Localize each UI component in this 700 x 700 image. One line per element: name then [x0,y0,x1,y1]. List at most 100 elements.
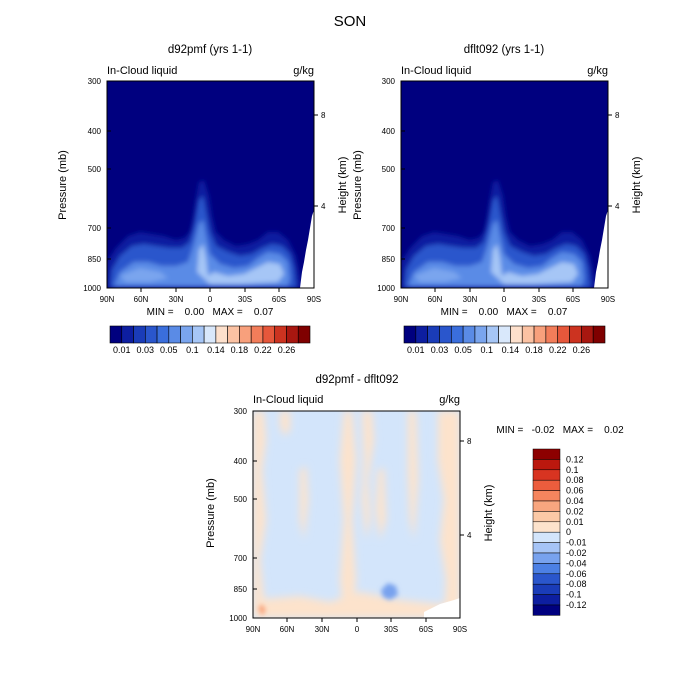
colorbar: 0.01 0.03 0.05 0.1 0.14 0.18 0.22 0.26 [109,325,311,355]
colorbar-swatch [239,325,252,344]
y-axis-label: Pressure (mb) [205,478,217,548]
tick-label: 30S [238,295,252,304]
colorbar-swatch [532,563,561,575]
tick-label: 500 [382,165,396,174]
colorbar-swatch [532,511,561,523]
colorbar-label: 0.22 [549,345,567,355]
colorbar-swatch [227,325,240,344]
colorbar-label: -0.08 [566,579,587,589]
colorbar-swatch [415,325,428,344]
colorbar-swatch [532,479,561,491]
tick-label: 4 [467,531,472,540]
panel-subtitle-left: In-Cloud liquid [107,65,177,77]
colorbar-swatch [532,448,561,460]
colorbar-swatch [532,500,561,512]
colorbar-swatch [532,594,561,606]
colorbar-label: -0.12 [566,600,587,610]
panel-title: d92pmf (yrs 1-1) [168,44,253,56]
y-axis-left: 300 400 500 700 850 1000 [229,407,247,623]
heatmap-field [107,81,314,288]
tick-label: 700 [88,224,102,233]
colorbar-label: 0.05 [160,345,178,355]
colorbar-swatch [474,325,488,344]
heatmap-field [253,411,460,618]
heatmap-field [401,81,608,288]
colorbar-label: 0.12 [566,454,584,464]
colorbar-swatch [532,490,561,502]
x-axis: 90N 60N 30N 0 30S 60S 90S [394,295,615,304]
colorbar-label: 0.02 [566,506,584,516]
colorbar-label: -0.01 [566,538,587,548]
panel-units-label: g/kg [293,65,314,77]
tick-label: 60S [272,295,286,304]
colorbar-swatch [192,325,205,344]
colorbar-label: 0.01 [566,517,584,527]
tick-label: 8 [467,437,472,446]
tick-label: 30N [169,295,184,304]
panel-title: d92pmf - dflt092 [315,374,398,386]
colorbar-swatch [592,325,606,344]
colorbar-swatch [581,325,594,344]
colorbar-label: 0.01 [113,345,131,355]
colorbar-label: 0.22 [254,345,272,355]
tick-label: 30N [463,295,478,304]
y2-axis-label: Height (km) [631,157,643,214]
tick-label: 60S [566,295,580,304]
colorbar-swatch [286,325,299,344]
tick-label: 0 [208,295,213,304]
colorbar: 0.120.10.080.060.040.020.010-0.01-0.02-0… [532,448,587,616]
colorbar-label: -0.04 [566,558,587,568]
colorbar-label: 0.1 [186,345,199,355]
colorbar-swatch [532,542,561,554]
colorbar-label: 0.03 [137,345,155,355]
colorbar-swatch [557,325,570,344]
colorbar-label: -0.1 [566,590,582,600]
colorbar-label: -0.02 [566,548,587,558]
panel-units-label: g/kg [587,65,608,77]
colorbar-label: 0 [566,527,571,537]
colorbar-label: 0.26 [278,345,296,355]
colorbar-swatch [545,325,559,344]
colorbar-label: 0.06 [566,486,584,496]
min-max-stats: MIN = 0.00 MAX = 0.07 [147,307,274,318]
colorbar-label: 0.05 [454,345,472,355]
tick-label: 4 [321,202,326,211]
tick-label: 400 [382,127,396,136]
colorbar-swatch [439,325,452,344]
colorbar-swatch [297,325,311,344]
tick-label: 1000 [229,614,247,623]
min-max-stats: MIN = -0.02 MAX = 0.02 [496,425,624,436]
x-axis: 90N 60N 30N 0 30S 60S 90S [246,625,467,634]
colorbar-swatch [533,325,547,344]
colorbar-swatch [462,325,476,344]
tick-label: 90S [307,295,321,304]
colorbar-label: 0.1 [566,465,579,475]
y-axis-left: 300 400 500 700 850 1000 [377,77,395,293]
tick-label: 700 [382,224,396,233]
colorbar-swatch [133,325,146,344]
colorbar-swatch [569,325,582,344]
tick-label: 1000 [377,284,395,293]
colorbar-swatch [532,531,561,543]
colorbar-swatch [532,583,561,595]
tick-label: 4 [615,202,620,211]
tick-label: 90N [394,295,409,304]
colorbar-label: 0.18 [525,345,543,355]
y-axis-right: 8 4 [467,437,472,540]
colorbar-swatch [203,325,217,344]
tick-label: 90S [453,625,467,634]
colorbar-label: 0.14 [207,345,225,355]
colorbar-swatch [510,325,523,344]
colorbar-label: 0.04 [566,496,584,506]
tick-label: 60N [428,295,443,304]
colorbar-label: -0.06 [566,569,587,579]
colorbar-label: 0.18 [231,345,249,355]
tick-label: 850 [88,255,102,264]
tick-label: 60S [419,625,433,634]
tick-label: 300 [88,77,102,86]
colorbar: 0.01 0.03 0.05 0.1 0.14 0.18 0.22 0.26 [403,325,606,355]
colorbar-swatch [180,325,193,344]
tick-label: 850 [382,255,396,264]
colorbar-swatch [532,459,561,471]
